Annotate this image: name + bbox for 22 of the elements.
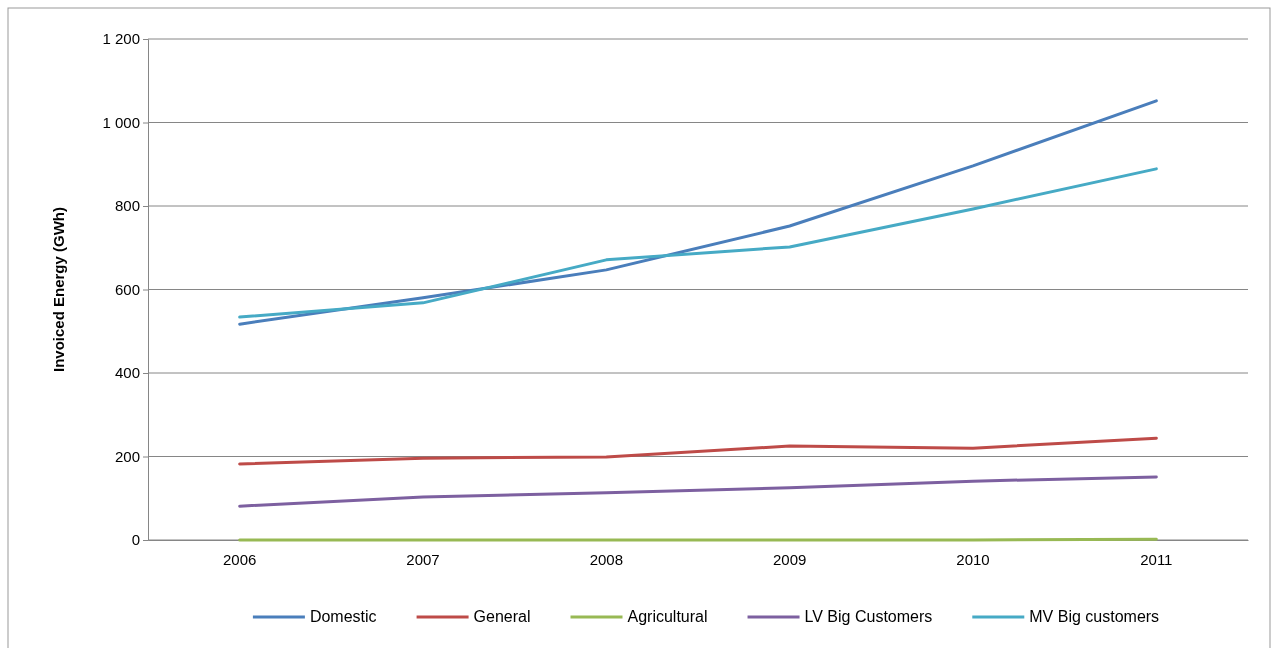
legend-label: LV Big Customers bbox=[804, 608, 933, 625]
legend-label: General bbox=[473, 608, 531, 625]
line-series bbox=[238, 436, 1158, 466]
x-tick-label: 2011 bbox=[1140, 550, 1173, 568]
legend-label: MV Big customers bbox=[1029, 608, 1160, 625]
legend-label: Agricultural bbox=[627, 608, 708, 625]
line-series bbox=[238, 475, 1158, 508]
y-tick-label: 200 bbox=[114, 447, 140, 465]
legend-label: Domestic bbox=[309, 608, 377, 625]
y-tick-label: 1 200 bbox=[102, 30, 140, 48]
y-axis-title: Invoiced Energy (GWh) bbox=[50, 206, 67, 373]
line-series bbox=[238, 167, 1158, 319]
y-tick-label: 1 000 bbox=[102, 113, 140, 131]
y-tick-label: 400 bbox=[114, 364, 140, 382]
y-tick-label: 600 bbox=[114, 280, 140, 298]
y-tick-label: 0 bbox=[131, 531, 140, 549]
x-tick-label: 2008 bbox=[589, 550, 624, 568]
x-tick-label: 2010 bbox=[956, 550, 990, 568]
x-tick-label: 2006 bbox=[222, 550, 257, 568]
y-tick-label: 800 bbox=[114, 197, 140, 215]
x-tick-label: 2009 bbox=[772, 550, 807, 568]
x-tick-label: 2007 bbox=[406, 550, 440, 568]
